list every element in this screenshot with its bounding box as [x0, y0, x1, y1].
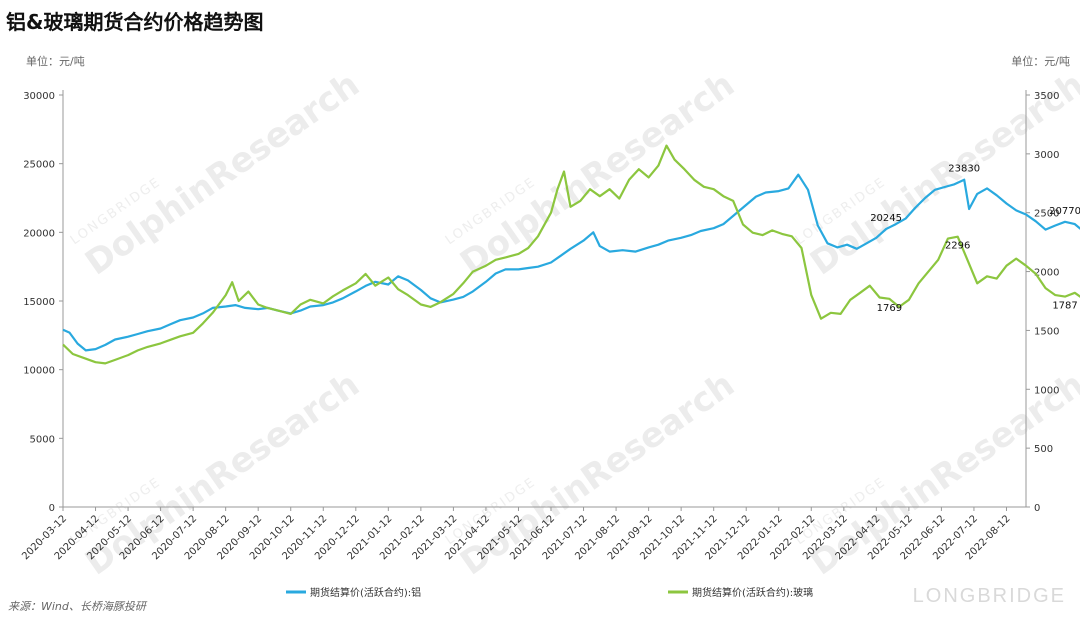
chart-title: 铝&玻璃期货合约价格趋势图 [6, 10, 264, 34]
watermark-text: DolphinResearch [453, 365, 742, 584]
y-left-tick-label: 10000 [23, 366, 55, 377]
source-note: 来源：Wind、长桥海豚投研 [8, 600, 146, 613]
y-left-tick-label: 20000 [23, 228, 55, 239]
y-left-tick-label: 5000 [30, 434, 55, 445]
y-left-tick-label: 15000 [23, 297, 55, 308]
y-right-tick-label: 0 [1034, 503, 1040, 514]
glass-series-line [62, 144, 1080, 365]
aluminum-series-line [62, 173, 1080, 352]
right-axis-unit: 单位：元/吨 [1011, 55, 1070, 68]
y-left-tick-label: 0 [49, 503, 55, 514]
y-right-tick-label: 500 [1034, 444, 1053, 455]
data-label: 20770 [1049, 206, 1080, 217]
y-right-tick-label: 1500 [1034, 326, 1059, 337]
y-right-tick-label: 3500 [1034, 91, 1059, 102]
data-label: 2296 [945, 241, 970, 252]
watermark-text: DolphinResearch [78, 65, 367, 284]
y-left-tick-label: 30000 [23, 91, 55, 102]
left-axis-unit: 单位：元/吨 [26, 55, 85, 68]
data-label: 1787 [1052, 301, 1077, 312]
data-label: 20245 [870, 213, 902, 224]
legend-label: 期货结算价(活跃合约):铝 [310, 586, 421, 599]
data-label: 23830 [948, 164, 980, 175]
legend-label: 期货结算价(活跃合约):玻璃 [692, 586, 813, 599]
watermark-text: DolphinResearch [453, 65, 742, 284]
y-right-tick-label: 2000 [1034, 268, 1059, 279]
y-right-tick-label: 3000 [1034, 150, 1059, 161]
y-right-tick-label: 1000 [1034, 385, 1059, 396]
data-label: 1769 [877, 303, 902, 314]
y-left-tick-label: 25000 [23, 160, 55, 171]
longbridge-watermark: LONGBRIDGE [912, 585, 1066, 607]
y-right-tick-label: 2500 [1034, 209, 1059, 220]
